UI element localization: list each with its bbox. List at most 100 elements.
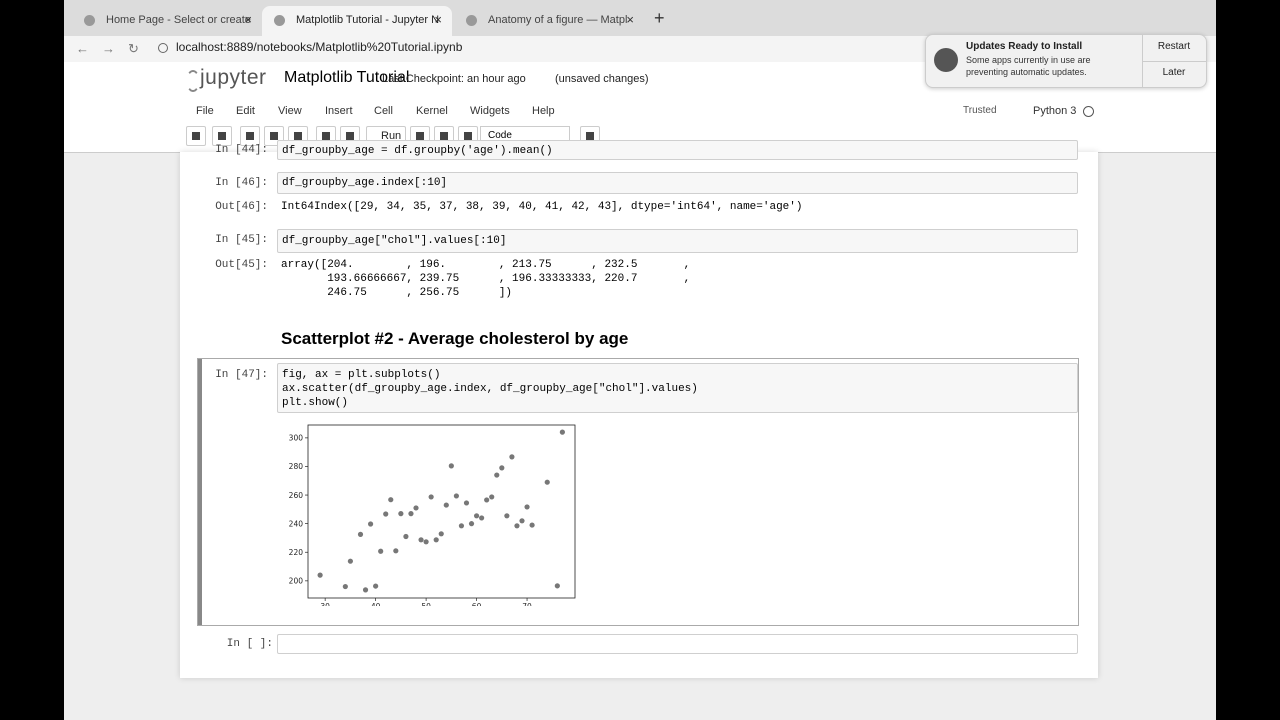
scatter-point [393,548,399,554]
scatter-point [559,429,565,435]
back-button[interactable]: ← [76,41,89,56]
code-line: ax.scatter(df_groupby_age.index, df_grou… [282,383,698,395]
restart-button[interactable]: Restart [1157,41,1191,52]
scatter-point [494,472,500,478]
output-line: Int64Index([29, 34, 35, 37, 38, 39, 40, … [281,201,803,213]
scatter-point [398,511,404,517]
tab-close[interactable]: × [434,12,442,27]
notification-line: preventing automatic updates. [966,67,1087,77]
scatter-point [373,583,379,589]
site-info[interactable] [158,43,168,53]
scatter-point [347,558,353,564]
scatter-point [383,511,389,517]
code-line: plt.show() [282,397,349,409]
cut-button[interactable] [240,126,260,146]
tab-icon [274,15,285,26]
selection-bar [198,359,202,625]
code-input[interactable] [277,634,1078,654]
menu-item[interactable]: File [196,105,214,117]
code-input[interactable]: df_groupby_age.index[:10] [277,172,1078,194]
code-input[interactable]: df_groupby_age = df.groupby('age').mean(… [277,140,1078,160]
tab[interactable]: Matplotlib Tutorial - Jupyter N × [262,6,452,36]
output-line: array([204. , 196. , 213.75 , 232.5 , [281,259,691,271]
code-line: df_groupby_age = df.groupby('age').mean(… [282,145,553,157]
code-input[interactable]: fig, ax = plt.subplots() ax.scatter(df_g… [277,363,1078,413]
menu-item[interactable]: Edit [236,105,255,117]
y-tick-label: 220 [289,548,304,557]
selected-cell[interactable] [197,358,1079,626]
later-button[interactable]: Later [1162,67,1186,78]
reload-button[interactable]: ↻ [128,41,139,56]
logo-mark [186,70,200,92]
input-prompt: In [ ]: [226,638,273,650]
scatter-point [317,572,323,578]
scatter-chart: 30 40 50 60 70 200 220 240 260 280 300 [276,418,582,606]
menu-item[interactable]: Kernel [416,105,448,117]
tab[interactable]: Home Page - Select or create × [72,6,262,36]
y-tick-label: 200 [289,577,304,586]
menu-item[interactable]: Widgets [470,105,510,117]
y-tick-label: 260 [289,491,304,500]
scatter-point [362,587,369,593]
scatter-point [504,513,510,519]
tab-close[interactable]: × [626,12,634,27]
notebook-title[interactable]: Matplotlib Tutorial [284,69,410,86]
scatter-point [458,523,465,529]
new-tab[interactable]: + [654,8,665,28]
scatter-point [463,500,470,506]
tab-title: Home Page - Select or create [106,14,251,26]
forward-button[interactable]: → [102,41,115,56]
code-input[interactable]: df_groupby_age["chol"].values[:10] [277,229,1078,253]
chart-background [276,418,582,606]
scatter-point [443,502,449,508]
scatter-point [514,523,520,529]
scatter-point [413,505,419,511]
input-prompt: In [45]: [215,234,268,246]
tab-title: Matplotlib Tutorial - Jupyter N [296,14,440,26]
scatter-point [378,548,384,554]
save-button[interactable] [186,126,206,146]
y-tick-label: 280 [289,462,304,471]
logo[interactable]: jupyter [200,66,267,89]
notification-title: Updates Ready to Install [966,41,1083,52]
kernel-status [1083,106,1094,117]
scatter-point [367,521,374,527]
scatter-point [484,497,490,503]
scatter-point [499,465,505,471]
menu-item[interactable]: Help [532,105,555,117]
x-tick-label: 40 [371,602,381,606]
insert-button[interactable] [212,126,232,146]
scatter-point [524,504,530,510]
menu-item[interactable]: Insert [325,105,353,117]
scatter-point [479,515,485,521]
scatter-point [342,583,348,590]
kernel-name: Python 3 [1033,105,1077,117]
scatter-point [423,539,429,545]
x-tick-label: 70 [522,602,532,606]
plot-frame [307,424,576,599]
scatter-point [418,537,424,543]
scatter-point [403,533,409,540]
scatter-point [519,518,525,524]
x-tick-label: 60 [472,602,482,606]
scatter-point [448,463,454,469]
trusted-indicator[interactable]: Trusted [963,105,997,116]
divider [1143,61,1206,62]
tab-close[interactable]: × [244,12,252,27]
x-tick-label: 50 [421,602,431,606]
menu-item[interactable]: View [278,105,302,117]
menu-item[interactable]: Cell [374,105,393,117]
url[interactable]: localhost:8889/notebooks/Matplotlib%20Tu… [176,40,463,54]
scatter-point [438,531,444,537]
output-line: 193.66666667, 239.75 , 196.33333333, 220… [281,273,691,285]
scatter-point [544,479,550,485]
scatter-point [428,494,434,500]
tab[interactable]: Anatomy of a figure — Matpl × [454,6,644,36]
save-status: (unsaved changes) [555,73,649,85]
scatter-point [357,531,364,537]
code-line: df_groupby_age.index[:10] [282,177,448,189]
browser-window: Home Page - Select or create × Matplotlib… [64,0,1216,720]
scatter-point [473,513,480,519]
